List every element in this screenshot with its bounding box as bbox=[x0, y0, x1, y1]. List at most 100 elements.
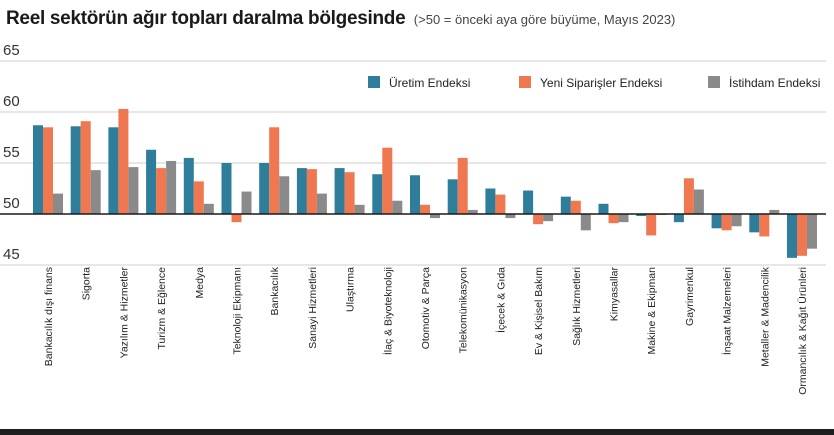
bar bbox=[43, 127, 53, 214]
bar bbox=[354, 204, 365, 214]
bar bbox=[420, 204, 430, 214]
bar bbox=[306, 169, 317, 214]
x-tick-label: Ormancılık & Kağıt Ürünleri bbox=[797, 267, 809, 395]
bar bbox=[769, 209, 780, 214]
bar bbox=[580, 214, 591, 231]
bar bbox=[146, 149, 157, 214]
x-tick-label: Sanayi Hizmetleri bbox=[307, 267, 319, 349]
bar bbox=[636, 214, 647, 217]
bar bbox=[618, 214, 629, 223]
bar bbox=[279, 176, 290, 214]
bar bbox=[53, 193, 63, 214]
bar bbox=[693, 189, 704, 214]
legend-label: Yeni Siparişler Endeksi bbox=[540, 76, 662, 90]
bar bbox=[523, 190, 534, 214]
bar bbox=[203, 203, 214, 214]
bar bbox=[759, 214, 770, 237]
x-tick-label: Teknoloji Ekipmanı bbox=[232, 267, 244, 355]
y-tick-label: 65 bbox=[3, 42, 20, 59]
bar bbox=[70, 126, 81, 214]
chart-title: Reel sektörün ağır topları daralma bölge… bbox=[6, 8, 406, 29]
bar bbox=[485, 188, 496, 214]
x-tick-label: İlaç & Biyoteknoloji bbox=[381, 267, 394, 355]
bars bbox=[33, 108, 817, 258]
bar bbox=[269, 127, 280, 214]
y-axis-ticks: 45 50 55 60 65 bbox=[3, 42, 20, 263]
bar bbox=[108, 127, 119, 214]
x-tick-label: Yazılım & Hizmetler bbox=[118, 266, 130, 358]
legend: Üretim Endeksi Yeni Siparişler Endeksi İst… bbox=[368, 76, 820, 90]
bar bbox=[80, 121, 91, 214]
bar bbox=[673, 214, 684, 223]
x-tick-label: Medya bbox=[194, 267, 206, 299]
bottom-rule bbox=[0, 429, 834, 435]
bar bbox=[183, 157, 194, 214]
bar bbox=[166, 160, 177, 214]
bar bbox=[560, 196, 571, 214]
x-tick-label: Otomotiv & Parça bbox=[420, 267, 432, 349]
bar bbox=[156, 168, 167, 214]
x-tick-label: Makine & Ekipman bbox=[646, 267, 658, 355]
bar bbox=[608, 214, 619, 224]
bar bbox=[193, 181, 204, 214]
legend-swatch bbox=[368, 76, 380, 88]
legend-label: Üretim Endeksi bbox=[389, 76, 470, 90]
bar bbox=[731, 214, 742, 227]
grid-layer bbox=[0, 60, 826, 266]
x-tick-label: Telekomünikasyon bbox=[458, 267, 470, 354]
bar bbox=[382, 147, 393, 214]
x-tick-label: Bankacılık dışı finans bbox=[43, 267, 55, 366]
legend-swatch bbox=[519, 76, 531, 88]
x-tick-label: Ulaştırma bbox=[345, 267, 357, 312]
y-tick-label: 60 bbox=[3, 93, 20, 110]
legend-label: İstihdam Endeksi bbox=[729, 76, 820, 90]
x-tick-label: Ev & Kişisel Bakım bbox=[533, 267, 545, 355]
bar bbox=[457, 157, 468, 214]
bar bbox=[683, 178, 694, 214]
x-tick-label: Bankacılık bbox=[269, 266, 281, 315]
bar bbox=[543, 214, 554, 222]
bar bbox=[533, 214, 544, 225]
x-axis-labels: Bankacılık dışı finans Sigorta Yazılım & H… bbox=[43, 266, 809, 395]
bar bbox=[231, 214, 242, 223]
x-tick-label: Kimyasallar bbox=[609, 266, 621, 321]
bar bbox=[787, 214, 797, 258]
bar bbox=[711, 214, 722, 229]
bar bbox=[467, 209, 478, 214]
chart-subtitle: (>50 = önceki aya göre büyüme, Mayıs 202… bbox=[413, 12, 676, 27]
x-tick-label: İnşaat Malzemeleri bbox=[721, 267, 734, 355]
x-tick-label: Sağlık Hizmetleri bbox=[571, 267, 583, 346]
title-row: Reel sektörün ağır topları daralma bölge… bbox=[6, 8, 675, 30]
bar bbox=[749, 214, 760, 233]
bar bbox=[721, 214, 732, 231]
bar bbox=[296, 168, 307, 214]
x-tick-label: Sigorta bbox=[81, 267, 93, 300]
bar bbox=[344, 172, 355, 214]
bar bbox=[128, 167, 139, 214]
y-tick-label: 50 bbox=[3, 195, 20, 212]
bar bbox=[447, 179, 458, 214]
bar bbox=[118, 108, 129, 214]
bar bbox=[505, 214, 516, 219]
x-tick-label: İçecek & Gıda bbox=[494, 267, 507, 333]
bar bbox=[646, 214, 657, 236]
y-tick-label: 45 bbox=[3, 246, 20, 263]
x-tick-label: Turizm & Eğlence bbox=[156, 267, 168, 350]
bar bbox=[33, 125, 43, 214]
legend-swatch bbox=[708, 76, 720, 88]
bar bbox=[797, 214, 807, 256]
bar bbox=[495, 194, 506, 214]
bar bbox=[392, 200, 403, 214]
bar bbox=[598, 203, 609, 214]
bar bbox=[807, 214, 817, 249]
bar bbox=[372, 174, 383, 214]
y-tick-label: 55 bbox=[3, 144, 20, 161]
bar bbox=[221, 163, 232, 214]
bar bbox=[241, 191, 252, 214]
bar bbox=[570, 200, 581, 214]
bar bbox=[316, 193, 327, 214]
x-tick-label: Gayrimenkul bbox=[684, 267, 696, 326]
x-tick-label: Metaller & Madencilik bbox=[759, 266, 771, 367]
bar bbox=[90, 170, 101, 214]
